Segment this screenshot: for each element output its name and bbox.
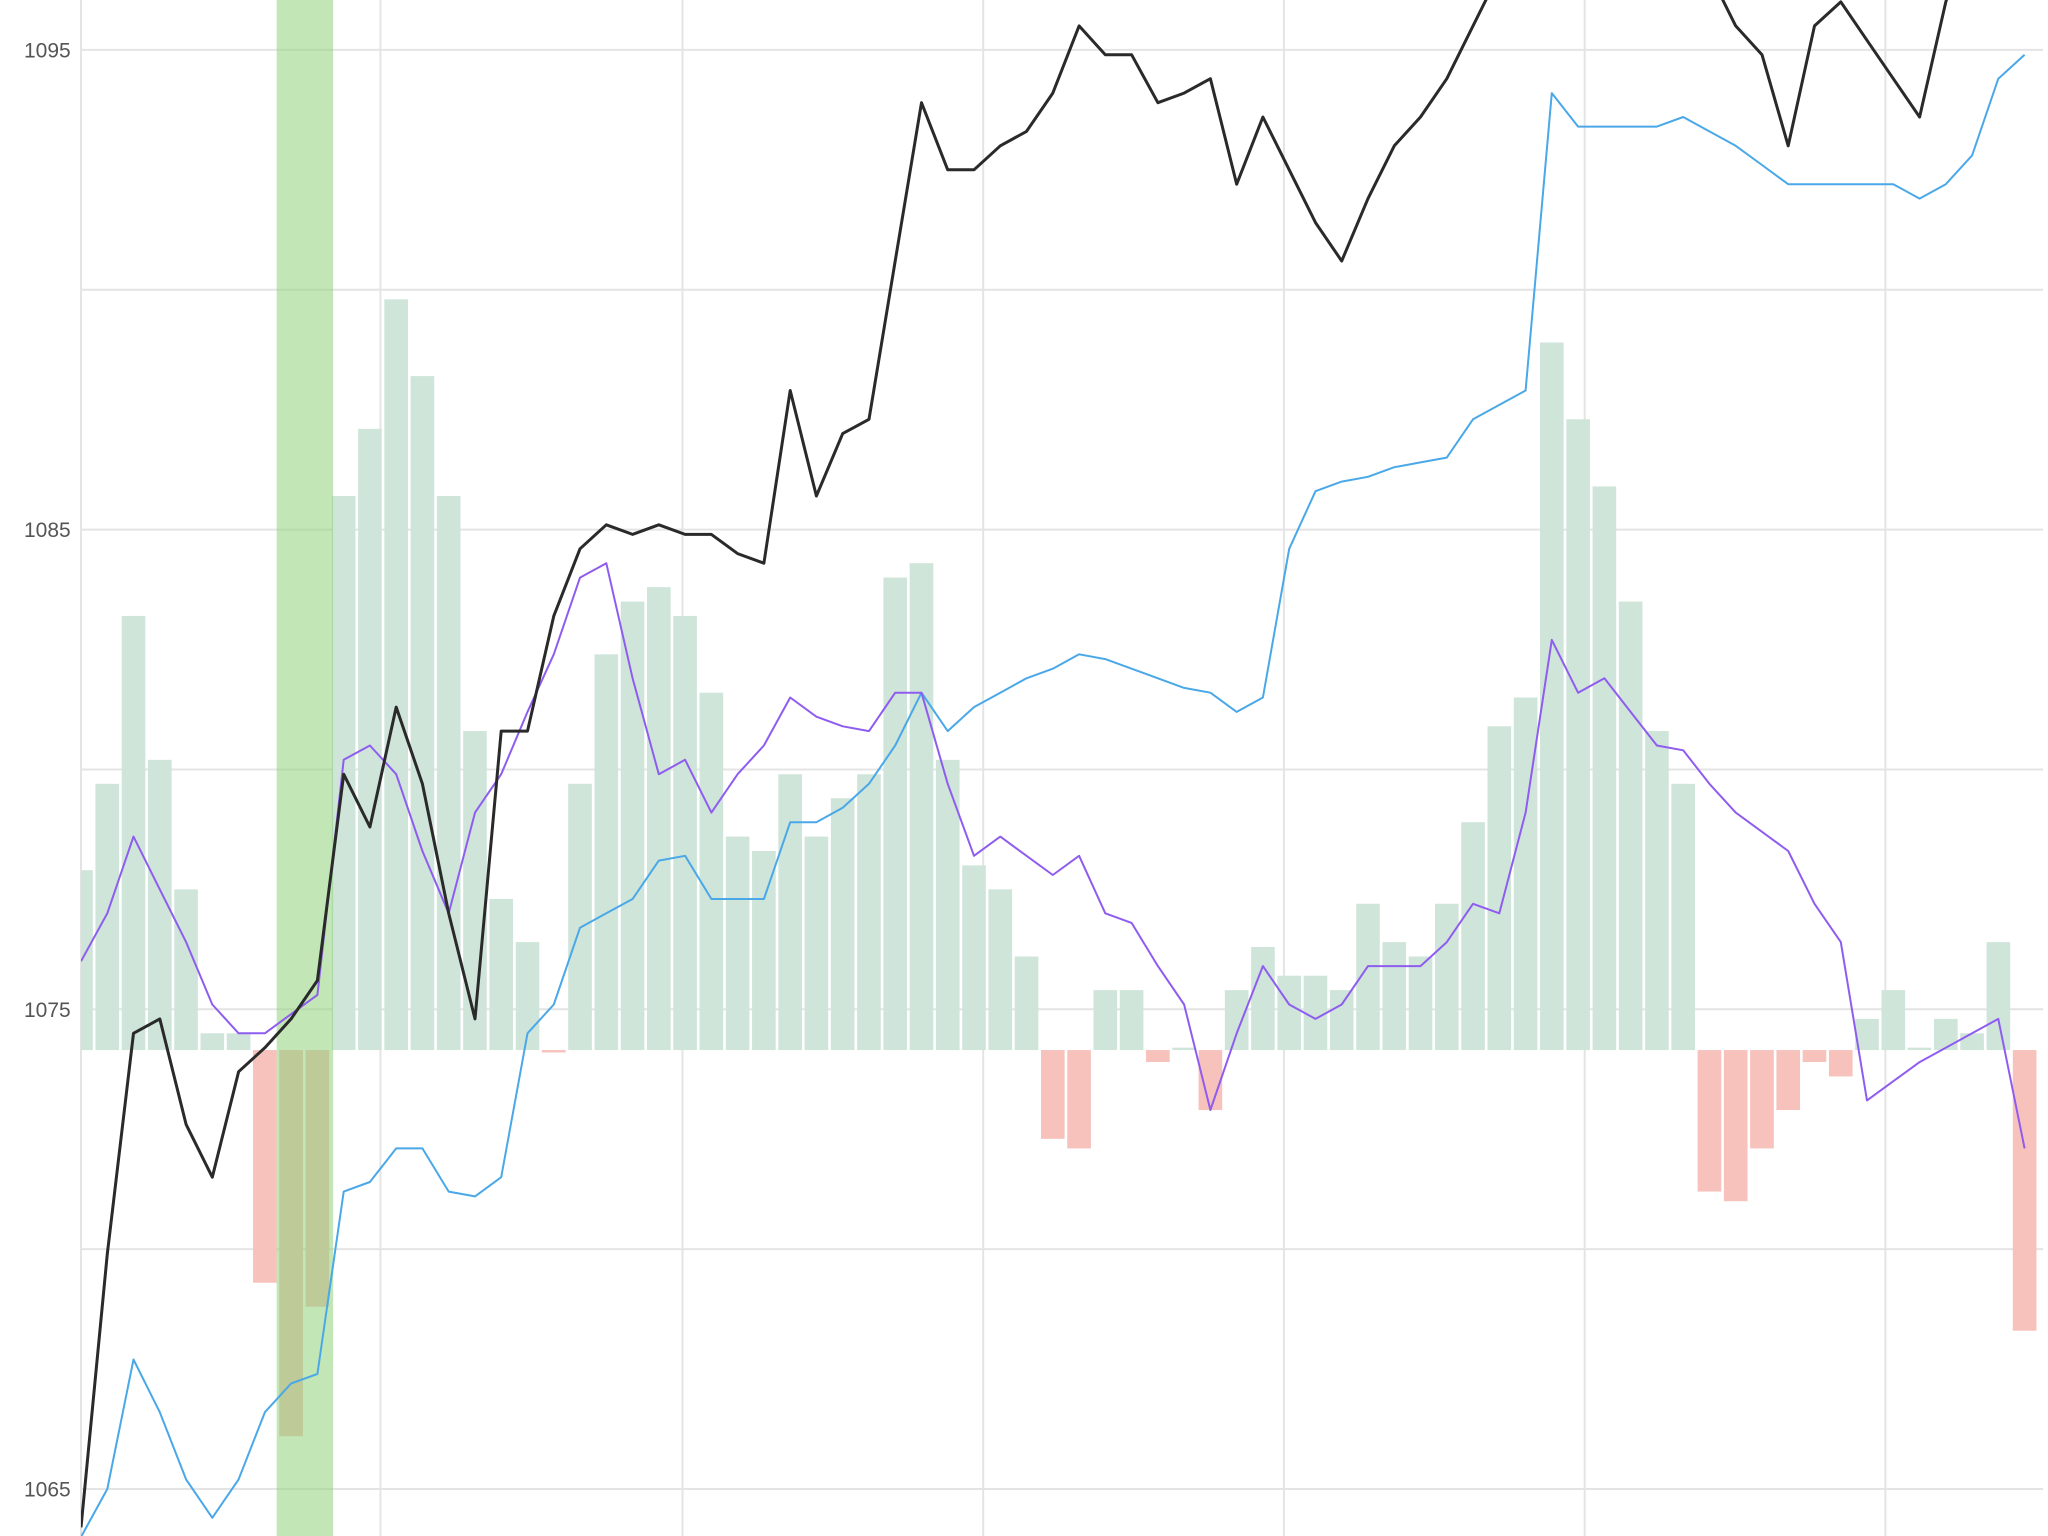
histogram-bar — [699, 692, 724, 1051]
histogram-bar — [1329, 990, 1354, 1051]
histogram-bar — [174, 889, 198, 1051]
histogram-bar — [1881, 990, 1906, 1051]
histogram-bar — [1172, 1047, 1196, 1051]
histogram-bar — [988, 889, 1013, 1051]
histogram-bar — [95, 783, 120, 1051]
histogram-bar — [778, 774, 802, 1051]
histogram-bar — [647, 587, 671, 1051]
histogram-bar — [594, 654, 619, 1051]
histogram-bar — [1592, 486, 1617, 1051]
histogram-bar — [1723, 1050, 1748, 1202]
plot-area — [81, 0, 2037, 1536]
histogram-bar — [1356, 903, 1380, 1051]
histogram-bar — [909, 563, 934, 1051]
histogram-bar — [1855, 1018, 1879, 1051]
histogram-bar — [515, 942, 540, 1051]
histogram-bar — [1960, 1033, 1984, 1051]
histogram-bar — [752, 850, 776, 1051]
histogram-bar — [1618, 601, 1643, 1051]
y-tick-label: 1075 — [24, 999, 71, 1022]
histogram-bar — [725, 836, 750, 1051]
histogram-bar — [1014, 956, 1039, 1051]
histogram-bar — [568, 783, 592, 1051]
histogram-bar — [830, 798, 855, 1051]
histogram-bar — [1251, 946, 1275, 1051]
y-tick-label: 1065 — [24, 1479, 71, 1502]
histogram-bar — [436, 496, 461, 1051]
histogram-bar — [1750, 1050, 1774, 1149]
histogram-bar — [1382, 942, 1407, 1051]
histogram-bar — [1566, 419, 1590, 1051]
histogram-bar — [1645, 731, 1669, 1051]
histogram-bar — [1540, 342, 1564, 1051]
histogram-bar — [1277, 975, 1302, 1051]
histogram-bar — [1487, 726, 1512, 1051]
histogram-bar — [253, 1050, 277, 1283]
price-line — [81, 562, 2026, 1149]
histogram-bar — [384, 299, 408, 1051]
histogram-bar — [541, 1050, 566, 1053]
histogram-bar — [1040, 1050, 1065, 1139]
price-line — [81, 0, 1948, 1528]
histogram-bar — [962, 865, 986, 1051]
histogram-bar — [620, 601, 645, 1051]
histogram-bar — [410, 376, 435, 1051]
histogram-bar — [1697, 1050, 1722, 1192]
histogram-bar — [1434, 903, 1459, 1051]
y-tick-label: 1085 — [24, 519, 71, 542]
histogram-bar — [804, 836, 829, 1051]
histogram-bar — [1461, 822, 1485, 1051]
histogram-bar — [1828, 1050, 1853, 1077]
histogram-bar — [883, 577, 908, 1051]
histogram-bar — [1408, 956, 1433, 1051]
histogram-bar — [1224, 990, 1249, 1051]
histogram-bar — [81, 870, 93, 1051]
histogram-bar — [673, 615, 697, 1051]
histogram-bar — [463, 731, 487, 1051]
histogram-bar — [1907, 1047, 1932, 1051]
histogram-bar — [1303, 975, 1328, 1051]
histogram-bar — [1093, 990, 1118, 1051]
histogram-bar — [1119, 990, 1144, 1051]
y-tick-label: 1095 — [24, 39, 71, 62]
histogram-bar — [147, 759, 172, 1051]
highlight-band — [276, 0, 334, 1536]
price-line — [81, 53, 2026, 1536]
histogram-bar — [1802, 1050, 1827, 1063]
histogram-bar — [1671, 783, 1695, 1051]
histogram-bar — [226, 1033, 251, 1051]
histogram-bar — [935, 759, 960, 1051]
histogram-bar — [121, 615, 146, 1051]
histogram-bar — [857, 774, 881, 1051]
histogram-bar — [1934, 1018, 1958, 1051]
histogram-bar — [200, 1033, 225, 1051]
histogram-bar — [2012, 1050, 2037, 1331]
histogram-bar — [489, 898, 514, 1051]
histogram-bar — [358, 428, 382, 1051]
histogram-bar — [1986, 942, 2011, 1051]
histogram-bar — [1146, 1050, 1170, 1063]
histogram-bar — [1776, 1050, 1801, 1111]
histogram-bar — [1513, 697, 1538, 1051]
histogram-bar — [1067, 1050, 1091, 1149]
